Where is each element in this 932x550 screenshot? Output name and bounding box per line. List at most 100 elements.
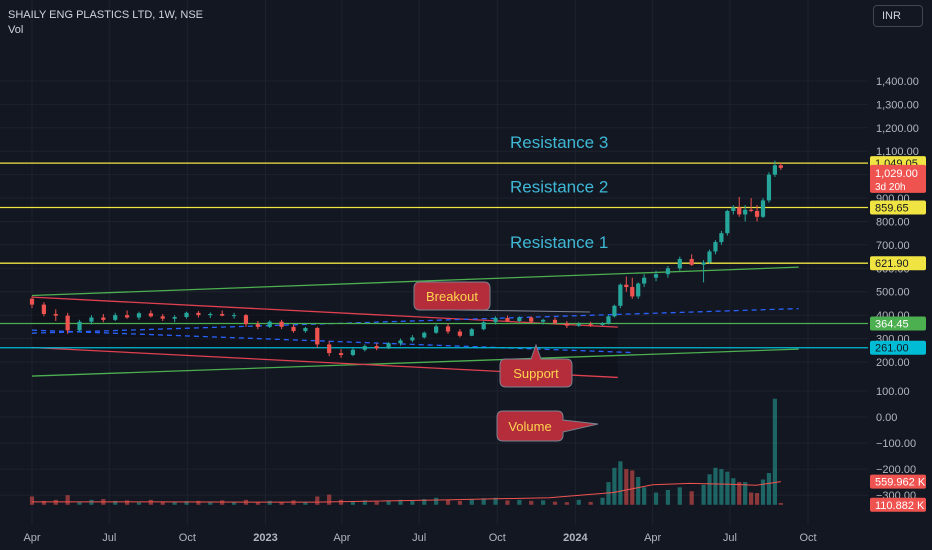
candle-body: [701, 262, 706, 265]
volume-bar: [220, 500, 225, 505]
price-badge[interactable]: [870, 340, 926, 355]
candle-body: [606, 316, 611, 324]
volume-bar: [743, 482, 748, 505]
candle-body: [636, 283, 641, 297]
volume-bar: [172, 501, 177, 505]
last-price-badge: [870, 164, 926, 193]
callout-box: [496, 410, 599, 442]
price-badge-label: 621.90: [875, 258, 909, 270]
candle-body: [136, 313, 142, 318]
currency-button[interactable]: INR: [873, 5, 923, 27]
trendline-red: [31, 296, 618, 328]
volume-tick-label: 0.00: [876, 412, 897, 424]
candle-body: [208, 313, 213, 316]
volume-bar: [255, 501, 260, 505]
candle-body: [743, 209, 748, 215]
volume-bar: [766, 473, 772, 505]
volume-bar: [564, 502, 569, 505]
candle-body: [677, 258, 682, 269]
level-name: Resistance 1: [510, 233, 608, 252]
candle-body: [255, 324, 260, 327]
trendline-blue_dashed: [31, 329, 634, 354]
price-badge[interactable]: [870, 474, 926, 489]
price-badge[interactable]: [870, 497, 926, 512]
candle-body: [564, 323, 569, 326]
candle-body: [707, 251, 712, 263]
price-tick-label: 500.00: [876, 287, 910, 299]
volume-bar: [41, 500, 46, 505]
volume-bar: [457, 500, 463, 505]
volume-bar: [422, 499, 427, 505]
volume-bar: [196, 500, 201, 505]
price-tick-label: 1,200.00: [876, 123, 919, 135]
price-badge[interactable]: [870, 256, 926, 271]
volume-bar: [749, 492, 754, 505]
volume-bar: [303, 502, 308, 505]
volume-bar: [327, 494, 332, 505]
candle-body: [291, 326, 296, 332]
candle-body: [529, 317, 534, 322]
candle-body: [220, 313, 225, 316]
volume-indicator-label: Vol: [8, 24, 24, 36]
volume-bar: [636, 476, 641, 505]
volume-bar: [713, 467, 718, 505]
level-name: Resistance 3: [510, 133, 608, 152]
candle-body: [772, 165, 777, 175]
candle-body: [713, 242, 718, 252]
candle-body: [386, 343, 391, 349]
time-tick-label: Jul: [723, 532, 737, 544]
candle-body: [630, 287, 635, 297]
volume-bar: [505, 500, 510, 505]
price-badge-label: 261.00: [875, 343, 909, 355]
volume-bar: [231, 502, 237, 505]
time-tick-label: 2024: [563, 532, 588, 544]
callout[interactable]: Support: [499, 343, 573, 388]
volume-bar: [279, 502, 284, 505]
volume-bar: [410, 500, 415, 505]
volume-bar: [160, 501, 165, 505]
volume-bar: [754, 493, 760, 505]
volume-bar: [665, 489, 671, 505]
volume-ma-line: [32, 481, 781, 503]
channel-shading: [32, 297, 618, 378]
volume-bar: [469, 499, 474, 505]
candle-body: [53, 313, 58, 316]
callout-label: Volume: [508, 419, 551, 434]
volume-bar: [315, 496, 320, 505]
price-badge[interactable]: [870, 316, 926, 331]
volume-bar: [77, 501, 82, 505]
volume-bar: [689, 491, 694, 505]
candle-body: [576, 324, 581, 326]
volume-bar: [445, 499, 451, 505]
candle-body: [374, 346, 379, 349]
countdown-label: 3d 20h: [875, 182, 906, 193]
volume-bar: [588, 501, 593, 505]
time-tick-label: Apr: [644, 532, 661, 544]
volume-bar: [677, 487, 682, 505]
candle-body: [243, 315, 249, 325]
price-badge[interactable]: [870, 200, 926, 215]
volume-bar: [481, 498, 486, 505]
price-tick-label: 1,400.00: [876, 76, 919, 88]
volume-tick-label: −100.00: [876, 438, 916, 450]
candle-body: [457, 331, 463, 336]
volume-bar: [760, 479, 766, 505]
price-badge-label: 859.65: [875, 203, 909, 215]
candle-body: [754, 210, 760, 217]
volume-bar: [778, 502, 783, 505]
volume-bar: [267, 500, 272, 505]
volume-bar: [493, 497, 498, 505]
callout[interactable]: Breakout: [413, 281, 591, 313]
time-tick-label: 2023: [253, 532, 277, 544]
time-tick-label: Jul: [412, 532, 426, 544]
candle-body: [517, 317, 522, 322]
volume-bar: [65, 495, 70, 505]
candle-body: [689, 258, 694, 265]
callout-box: [499, 343, 573, 388]
callout[interactable]: Volume: [496, 410, 599, 442]
volume-bar: [386, 500, 391, 505]
candle-body: [315, 328, 320, 345]
candle-body: [29, 298, 35, 305]
volume-bar: [184, 501, 189, 505]
